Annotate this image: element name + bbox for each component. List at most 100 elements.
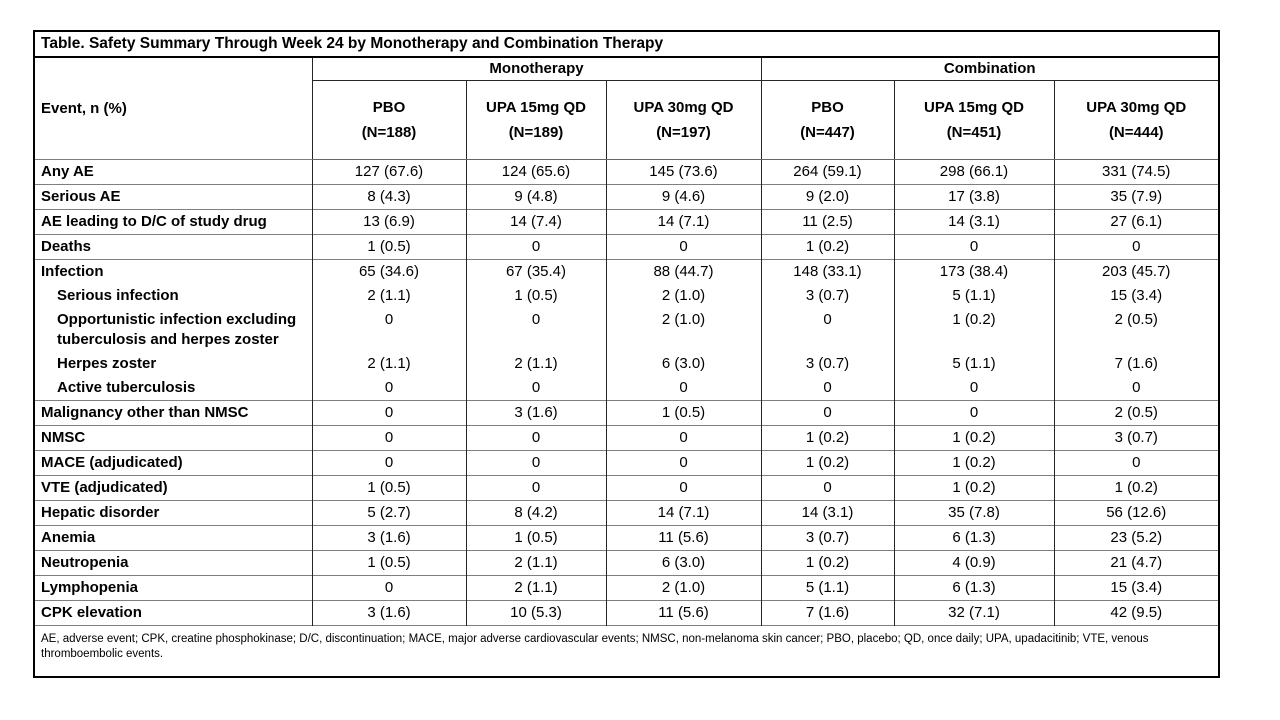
data-cell: 0 xyxy=(465,308,606,352)
data-cell: 3 (1.6) xyxy=(311,600,466,626)
row-label: Opportunistic infection excluding tubercu… xyxy=(34,308,312,352)
row-label: Neutropenia xyxy=(34,550,312,576)
data-cell: 173 (38.4) xyxy=(893,259,1054,284)
table-row: Serious infection 2 (1.1) 1 (0.5) 2 (1.0) 3 … xyxy=(34,284,1219,308)
data-cell: 0 xyxy=(760,475,894,501)
data-cell: 0 xyxy=(311,308,466,352)
data-cell: 17 (3.8) xyxy=(893,184,1054,210)
row-label: Infection xyxy=(34,259,312,284)
data-cell: 35 (7.9) xyxy=(1053,184,1219,210)
data-cell: 2 (1.0) xyxy=(605,308,761,352)
data-cell: 1 (0.2) xyxy=(760,234,894,260)
data-cell: 0 xyxy=(311,376,466,401)
table-title: Table. Safety Summary Through Week 24 by… xyxy=(34,31,1219,58)
data-cell: 0 xyxy=(605,475,761,501)
data-cell: 14 (7.4) xyxy=(465,209,606,235)
data-cell: 9 (4.6) xyxy=(605,184,761,210)
data-cell: 13 (6.9) xyxy=(311,209,466,235)
data-cell: 0 xyxy=(1053,450,1219,476)
data-cell: 11 (5.6) xyxy=(605,525,761,551)
data-cell: 0 xyxy=(465,475,606,501)
data-cell: 7 (1.6) xyxy=(760,600,894,626)
data-cell: 2 (1.1) xyxy=(311,352,466,376)
data-cell: 264 (59.1) xyxy=(760,159,894,185)
data-cell: 23 (5.2) xyxy=(1053,525,1219,551)
data-cell: 0 xyxy=(605,450,761,476)
data-cell: 5 (2.7) xyxy=(311,500,466,526)
column-header: UPA 30mg QD (N=444) xyxy=(1053,80,1219,160)
data-cell: 2 (0.5) xyxy=(1053,400,1219,426)
data-cell: 1 (0.5) xyxy=(311,234,466,260)
data-cell: 298 (66.1) xyxy=(893,159,1054,185)
data-cell: 14 (7.1) xyxy=(605,500,761,526)
data-cell: 1 (0.5) xyxy=(311,475,466,501)
column-header: UPA 15mg QD (N=451) xyxy=(893,80,1054,160)
data-cell: 2 (1.0) xyxy=(605,575,761,601)
data-cell: 1 (0.2) xyxy=(893,308,1054,352)
data-cell: 0 xyxy=(311,575,466,601)
column-header-arm: PBO xyxy=(811,99,844,116)
data-cell: 3 (0.7) xyxy=(1053,425,1219,451)
column-header-n: (N=188) xyxy=(361,124,417,141)
data-cell: 1 (0.2) xyxy=(760,425,894,451)
data-cell: 1 (0.5) xyxy=(311,550,466,576)
table-row: VTE (adjudicated) 1 (0.5) 0 0 0 1 (0.2) 1 (0.2… xyxy=(34,475,1219,501)
data-cell: 11 (5.6) xyxy=(605,600,761,626)
column-header: UPA 15mg QD (N=189) xyxy=(465,80,606,160)
column-header-arm: UPA 30mg QD xyxy=(1086,99,1187,116)
data-cell: 14 (3.1) xyxy=(893,209,1054,235)
row-label: Serious infection xyxy=(57,287,179,304)
data-cell: 0 xyxy=(311,425,466,451)
data-cell: 14 (3.1) xyxy=(760,500,894,526)
data-cell: 0 xyxy=(1053,234,1219,260)
title-row: Table. Safety Summary Through Week 24 by… xyxy=(34,31,1219,58)
table-row: Anemia 3 (1.6) 1 (0.5) 11 (5.6) 3 (0.7) 6 (1.… xyxy=(34,525,1219,551)
table-row: Deaths 1 (0.5) 0 0 1 (0.2) 0 0 xyxy=(34,234,1219,260)
footnote-row: AE, adverse event; CPK, creatine phospho… xyxy=(34,625,1219,677)
data-cell: 3 (0.7) xyxy=(760,352,894,376)
column-header-n: (N=197) xyxy=(656,124,711,141)
data-cell: 3 (0.7) xyxy=(760,525,894,551)
data-cell: 67 (35.4) xyxy=(465,259,606,284)
data-cell: 7 (1.6) xyxy=(1053,352,1219,376)
table-row: Serious AE 8 (4.3) 9 (4.8) 9 (4.6) 9 (2.0) 17… xyxy=(34,184,1219,210)
table-body: Any AE 127 (67.6) 124 (65.6) 145 (73.6) 264 … xyxy=(34,159,1219,626)
data-cell: 0 xyxy=(605,376,761,401)
data-cell: 2 (1.1) xyxy=(465,550,606,576)
table-row: NMSC 0 0 0 1 (0.2) 1 (0.2) 3 (0.7) xyxy=(34,425,1219,451)
row-label: Malignancy other than NMSC xyxy=(34,400,312,426)
data-cell: 1 (0.2) xyxy=(893,425,1054,451)
data-cell: 0 xyxy=(760,308,894,352)
data-cell: 2 (0.5) xyxy=(1053,308,1219,352)
column-header-row: PBO (N=188) UPA 15mg QD (N=189) UPA 30mg QD (… xyxy=(34,80,1219,160)
column-header-n: (N=444) xyxy=(1108,124,1164,141)
data-cell: 6 (3.0) xyxy=(605,352,761,376)
data-cell: 5 (1.1) xyxy=(760,575,894,601)
data-cell: 1 (0.2) xyxy=(760,550,894,576)
data-cell: 27 (6.1) xyxy=(1053,209,1219,235)
data-cell: 124 (65.6) xyxy=(465,159,606,185)
table-row: CPK elevation 3 (1.6) 10 (5.3) 11 (5.6) 7 (1… xyxy=(34,600,1219,626)
abbreviations-footnote: AE, adverse event; CPK, creatine phospho… xyxy=(34,625,1219,677)
data-cell: 1 (0.5) xyxy=(465,284,606,308)
data-cell: 14 (7.1) xyxy=(605,209,761,235)
data-cell: 0 xyxy=(760,376,894,401)
data-cell: 0 xyxy=(893,376,1054,401)
row-label: Anemia xyxy=(34,525,312,551)
data-cell: 2 (1.1) xyxy=(311,284,466,308)
row-label: Hepatic disorder xyxy=(34,500,312,526)
data-cell: 1 (0.2) xyxy=(760,450,894,476)
row-label: Serious AE xyxy=(34,184,312,210)
row-label: Herpes zoster xyxy=(57,355,157,372)
data-cell: 35 (7.8) xyxy=(893,500,1054,526)
column-header: PBO (N=447) xyxy=(760,80,894,160)
table-row: Active tuberculosis 0 0 0 0 0 0 xyxy=(34,376,1219,401)
data-cell: 9 (2.0) xyxy=(760,184,894,210)
column-header-arm: UPA 30mg QD xyxy=(633,99,734,116)
row-label: AE leading to D/C of study drug xyxy=(34,209,312,235)
data-cell: 88 (44.7) xyxy=(605,259,761,284)
row-label-line: tuberculosis and herpes zoster xyxy=(57,331,279,348)
data-cell: 1 (0.5) xyxy=(465,525,606,551)
data-cell: 10 (5.3) xyxy=(465,600,606,626)
